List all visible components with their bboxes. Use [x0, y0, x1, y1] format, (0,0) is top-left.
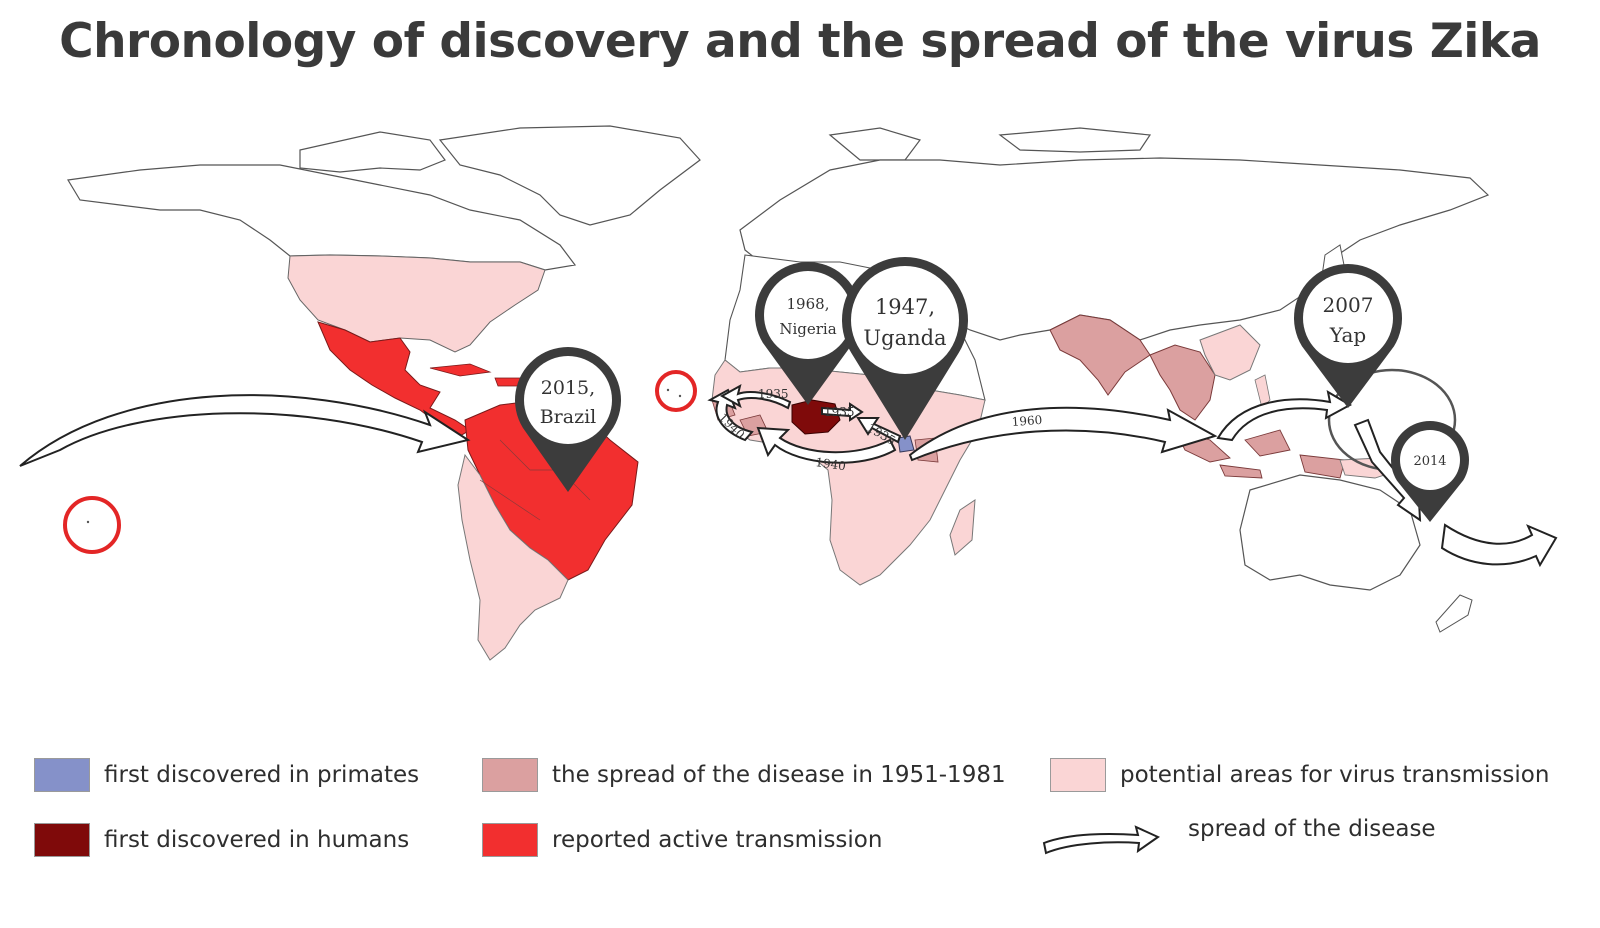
cape-verde-highlight-circle: [655, 370, 697, 412]
land-se-asia-potential: [1199, 324, 1261, 381]
legend-active: reported active transmission: [482, 823, 882, 857]
arrow-1935-top: [719, 384, 792, 410]
legend-label-humans: first discovered in humans: [104, 827, 410, 853]
legend-swatch-potential: [1050, 758, 1106, 792]
map-pin-face: [524, 356, 612, 444]
legend-label-primates: first discovered in primates: [104, 762, 420, 788]
arrow-1940-bottom: [756, 426, 897, 464]
legend-potential: potential areas for virus transmission: [1050, 758, 1549, 792]
map-title: Chronology of discovery and the spread o…: [59, 14, 1541, 69]
arrow-label-1935-top: 1935: [758, 387, 789, 401]
legend-swatch-spread: [482, 758, 538, 792]
map-pin-face: [1303, 273, 1393, 363]
map-pin-label: 1947,: [875, 295, 935, 319]
arrow-1935-uganda: [856, 417, 902, 444]
land-usa: [287, 254, 546, 353]
legend-swatch-active: [482, 823, 538, 857]
map-pin-face: [851, 266, 959, 374]
arrow-label-1940-bottom: 1940: [815, 455, 847, 473]
land-india: [1049, 314, 1151, 396]
land-new-zealand: [1435, 594, 1473, 633]
arrow-label-1935-right: 1935: [824, 405, 855, 419]
legend-label-active: reported active transmission: [552, 827, 883, 853]
land-mexico: [317, 321, 471, 437]
legend-swatch-primates: [34, 758, 90, 792]
land-caribbean: [429, 363, 534, 396]
map-pin-label: 2015,: [541, 377, 595, 399]
easter-island-highlight-circle: [63, 496, 121, 554]
arrow-label-1960: 1960: [1011, 413, 1042, 429]
map-pin-label: 2014: [1413, 454, 1446, 469]
map-pin-face: [1400, 430, 1460, 490]
land-australia: [1239, 474, 1421, 591]
map-pin-2014: 2014: [1391, 420, 1470, 522]
map-pin-label: Yap: [1329, 323, 1366, 347]
legend-arrow-icon: [1042, 825, 1161, 855]
arrow-pacific-to-brazil: [19, 394, 471, 467]
arrow-1960: [908, 406, 1218, 462]
map-pin-label: 2007: [1323, 293, 1374, 317]
legend-label-potential: potential areas for virus transmission: [1120, 762, 1550, 788]
land-arctic: [299, 125, 1152, 226]
legend-primates: first discovered in primates: [34, 758, 419, 792]
map-pin-label: Uganda: [863, 326, 946, 350]
land-se-asia: [1149, 344, 1216, 421]
map-pin-label: 1968,: [787, 295, 830, 313]
legend-label-arrow: spread of the disease: [1188, 816, 1436, 842]
legend-arrow: spread of the disease: [1040, 815, 1436, 855]
legend-humans: first discovered in humans: [34, 823, 409, 857]
markers-layer: 1968, Nigeria 1947, Uganda 2015, Brazil 2007 Ya…: [515, 257, 1470, 522]
map-pin-uganda: 1947, Uganda: [842, 257, 968, 440]
map-pin-brazil: 2015, Brazil: [515, 347, 621, 492]
map-pin-nigeria: 1968, Nigeria: [755, 261, 862, 405]
legend-label-spread: the spread of the disease in 1951-1981: [552, 762, 1006, 788]
map-pin-label: Nigeria: [779, 320, 836, 338]
legend-swatch-humans: [34, 823, 90, 857]
spread-arrows: [19, 384, 1558, 568]
land-canada: [67, 164, 577, 271]
legend-spread: the spread of the disease in 1951-1981: [482, 758, 1006, 792]
land-south-america-south: [457, 453, 569, 661]
map-pin-face: [764, 271, 852, 359]
map-pin-label: Brazil: [540, 406, 597, 428]
map-pin-yap: 2007 Yap: [1294, 264, 1402, 408]
land-madagascar: [949, 499, 976, 556]
arrow-1935-right: [821, 402, 864, 422]
land-philippines: [1254, 374, 1271, 409]
arrow-onward: [1440, 523, 1558, 568]
